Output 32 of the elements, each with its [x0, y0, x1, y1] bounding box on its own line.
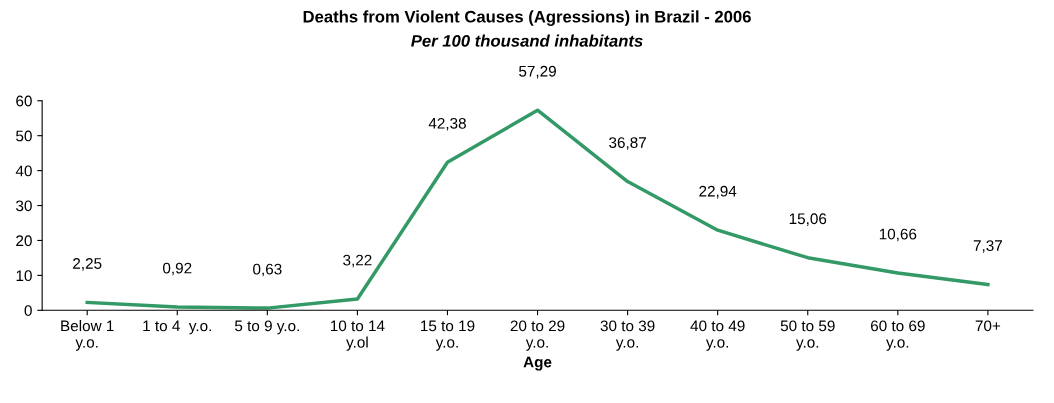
x-tick-label: 5 to 9 y.o.	[234, 320, 299, 335]
x-tick-label: 60 to 69 y.o.	[870, 320, 925, 351]
data-label: 0,92	[162, 262, 192, 276]
y-tick-label: 30	[16, 200, 32, 212]
data-label: 10,66	[879, 228, 917, 242]
x-tick-label: 40 to 49 y.o.	[690, 320, 745, 351]
x-tick-label: 70+	[975, 320, 1001, 332]
data-label: 42,38	[428, 117, 466, 131]
y-tick-label: 20	[16, 235, 32, 247]
x-tick-label: 1 to 4 y.o.	[143, 320, 211, 335]
data-label: 7,37	[973, 240, 1002, 253]
data-label: 36,87	[609, 137, 646, 150]
y-tick-label: 0	[24, 305, 32, 316]
y-tick-label: 40	[15, 165, 32, 177]
x-tick-label: 30 to 39 y.o.	[600, 320, 655, 351]
x-tick-label: 15 to 19 y.o.	[421, 320, 475, 351]
y-tick-label: 50	[16, 130, 32, 142]
x-tick-label: 50 to 59 y.o.	[780, 320, 835, 351]
data-label: 22,94	[699, 185, 737, 199]
x-tick-label: 10 to 14 y.ol	[330, 320, 385, 351]
x-axis-title: Age	[523, 356, 552, 371]
data-label: 15,06	[789, 213, 827, 226]
data-label: 57,29	[519, 65, 556, 79]
data-label: 0,63	[253, 263, 282, 277]
data-label: 2,25	[73, 258, 102, 271]
y-tick-label: 60	[16, 95, 32, 107]
chart-subtitle: Per 100 thousand inhabitants	[411, 34, 643, 47]
x-tick-label: 20 to 29 y.o.	[510, 320, 565, 351]
y-tick-label: 10	[16, 270, 32, 282]
data-label: 3,22	[343, 254, 372, 268]
chart-title: Deaths from Violent Causes (Agressions) in Brazil - 2006	[303, 10, 751, 26]
x-tick-label: Below 1 y.o.	[61, 320, 114, 351]
